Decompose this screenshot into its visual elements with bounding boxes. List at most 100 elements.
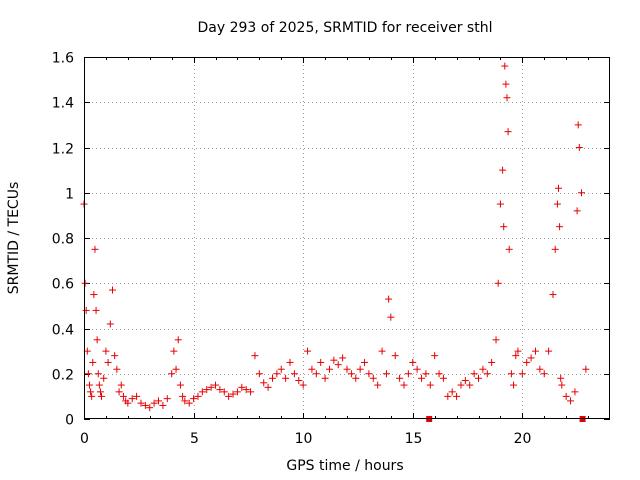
data-point: [385, 295, 393, 303]
data-point: [365, 370, 373, 378]
data-point: [277, 365, 285, 373]
data-point: [545, 347, 553, 355]
data-point: [174, 336, 182, 344]
data-point: [141, 401, 149, 409]
data-point: [133, 392, 141, 400]
data-point: [448, 388, 456, 396]
data-point: [89, 358, 97, 366]
data-point: [361, 358, 369, 366]
data-point: [494, 279, 502, 287]
data-point: [282, 374, 290, 382]
data-point: [190, 395, 198, 403]
data-point: [198, 388, 206, 396]
data-point: [102, 347, 110, 355]
data-point: [504, 128, 512, 136]
data-point: [396, 374, 404, 382]
y-axis-label: SRMTID / TECUs: [6, 182, 22, 295]
data-point: [317, 358, 325, 366]
data-point: [391, 352, 399, 360]
data-point: [444, 392, 452, 400]
data-point: [502, 80, 510, 88]
data-point: [531, 347, 539, 355]
data-point: [574, 121, 582, 129]
data-point: [238, 383, 246, 391]
data-point: [575, 144, 583, 151]
data-point: [457, 381, 465, 389]
x-tick-label: 0: [80, 431, 89, 447]
x-tick-label: 5: [190, 431, 199, 447]
data-point: [369, 374, 377, 382]
data-point: [505, 245, 513, 253]
data-point: [374, 381, 382, 389]
data-point: [466, 381, 474, 389]
data-point: [128, 395, 136, 403]
data-point: [179, 392, 187, 400]
data-point: [573, 207, 581, 215]
data-point: [159, 401, 167, 409]
data-point: [251, 352, 259, 360]
data-point: [536, 365, 544, 373]
y-tick-label: 0.4: [52, 323, 74, 339]
data-point: [100, 374, 108, 382]
x-tick-label: 20: [514, 431, 532, 447]
data-point: [168, 370, 176, 378]
data-point: [479, 365, 487, 373]
data-point: [562, 392, 570, 400]
data-point: [242, 386, 250, 394]
data-point: [470, 370, 478, 378]
data-point: [439, 374, 447, 382]
data-point: [540, 370, 548, 378]
data-point: [330, 356, 338, 364]
data-point: [557, 374, 565, 382]
data-point: [247, 388, 255, 396]
data-point: [518, 370, 526, 378]
data-point: [85, 381, 93, 389]
x-tick-label: 10: [295, 431, 313, 447]
data-point: [343, 365, 351, 373]
data-point: [81, 279, 89, 287]
data-point: [475, 374, 482, 382]
data-point: [108, 286, 116, 294]
data-point: [334, 361, 342, 369]
data-point: [461, 377, 469, 385]
data-point: [115, 388, 123, 396]
x-axis-label: GPS time / hours: [286, 458, 403, 474]
data-point: [194, 392, 202, 400]
data-point: [98, 392, 106, 400]
data-point: [512, 352, 520, 360]
data-point: [499, 166, 507, 174]
data-point: [137, 399, 145, 407]
data-point: [268, 374, 276, 382]
data-point: [553, 200, 561, 208]
data-point: [431, 352, 439, 360]
data-point: [413, 365, 421, 373]
data-point: [514, 347, 522, 355]
data-point: [95, 381, 103, 389]
y-tick-label: 0.8: [52, 232, 74, 248]
data-point: [106, 320, 114, 328]
y-tick-label: 0: [65, 413, 74, 429]
data-point: [264, 383, 272, 391]
data-point: [96, 388, 104, 396]
data-point: [510, 381, 518, 389]
grid: [84, 57, 610, 419]
data-point: [418, 374, 426, 382]
data-point: [181, 397, 189, 405]
data-point: [111, 352, 119, 360]
data-point: [571, 388, 579, 396]
data-point: [185, 399, 193, 407]
data-point: [203, 386, 211, 394]
data-point: [155, 397, 163, 405]
data-point: [260, 379, 268, 387]
axis-ticks: [84, 57, 610, 420]
data-point: [91, 245, 99, 253]
data-point: [551, 245, 559, 253]
data-point: [554, 184, 562, 192]
data-point: [212, 381, 219, 389]
data-point: [304, 347, 312, 355]
data-point: [483, 370, 491, 378]
data-point: [567, 397, 575, 405]
data-point: [352, 374, 360, 382]
y-tick-label: 1.2: [52, 142, 74, 158]
data-point: [496, 200, 504, 208]
